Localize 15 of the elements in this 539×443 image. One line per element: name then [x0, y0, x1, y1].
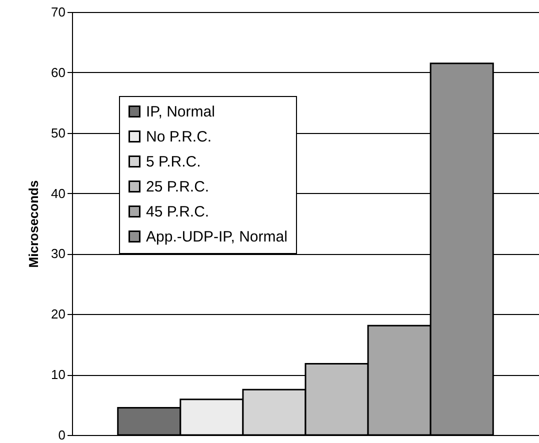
- legend-label: 25 P.R.C.: [146, 178, 210, 196]
- y-tick-label: 10: [51, 367, 66, 382]
- y-tick-label: 30: [51, 246, 66, 262]
- y-tick-label: 0: [58, 428, 66, 442]
- legend-label: 5 P.R.C.: [146, 154, 201, 170]
- y-tick-label: 50: [51, 125, 66, 140]
- legend-label: IP, Normal: [146, 104, 215, 120]
- legend-label: 45 P.R.C.: [146, 204, 210, 220]
- y-tick-label: 70: [51, 4, 66, 20]
- legend-label: App.-UDP-IP, Normal: [146, 228, 288, 246]
- y-tick-label: 60: [51, 64, 66, 80]
- legend-label: No P.R.C.: [146, 128, 212, 146]
- y-tick-label: 20: [51, 306, 66, 322]
- y-axis-title: Microseconds: [26, 180, 42, 268]
- y-tick-label: 40: [51, 186, 66, 201]
